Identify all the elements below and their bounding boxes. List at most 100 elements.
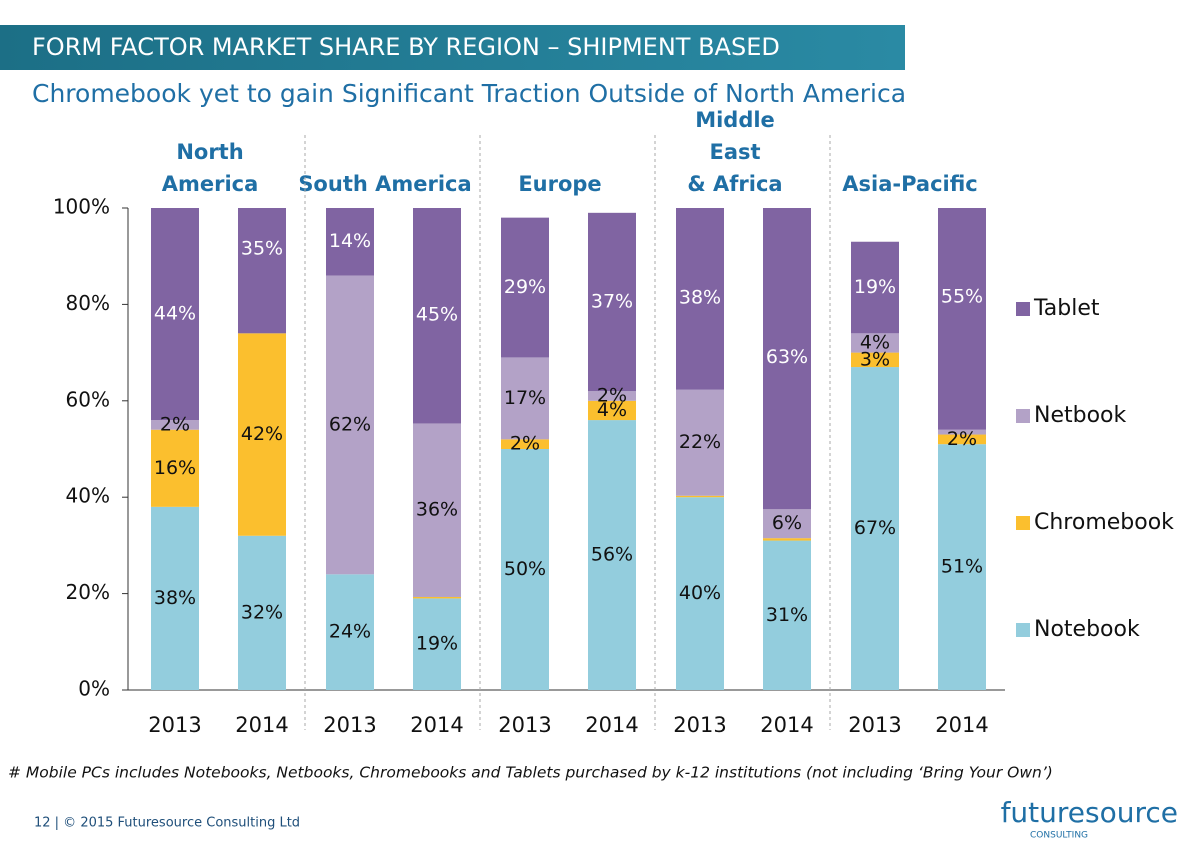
group-label: Europe: [518, 172, 601, 196]
bar-segment: [588, 400, 636, 421]
data-label: 19%: [854, 276, 896, 298]
logo-sub: CONSULTING: [1030, 831, 1088, 841]
x-tick-label: 2013: [498, 713, 551, 737]
data-label: 2%: [160, 413, 190, 435]
bar-segment: [851, 241, 899, 334]
bar-segment: [501, 449, 549, 690]
data-label: 32%: [241, 601, 283, 623]
data-label: 24%: [329, 621, 371, 643]
data-label: 67%: [854, 517, 896, 539]
title-banner: [0, 25, 905, 70]
x-tick-label: 2014: [235, 713, 288, 737]
y-tick-label: 80%: [66, 291, 110, 315]
data-label: 35%: [241, 237, 283, 259]
x-tick-label: 2014: [585, 713, 638, 737]
bar-segment: [676, 497, 724, 690]
bar-segment: [238, 208, 286, 334]
data-label: 6%: [772, 512, 802, 534]
bar-segment: [151, 420, 199, 430]
data-label: 14%: [329, 230, 371, 252]
data-label: 17%: [504, 387, 546, 409]
legend-swatch: [1016, 302, 1030, 316]
data-label: 19%: [416, 633, 458, 655]
bar-segment: [151, 208, 199, 421]
bar-segment: [326, 208, 374, 276]
legend-swatch: [1016, 409, 1030, 423]
group-label: North: [176, 140, 243, 164]
bar-segment: [413, 596, 461, 599]
legend-label: Netbook: [1034, 403, 1127, 428]
data-label: 2%: [597, 384, 627, 406]
group-label: & Africa: [687, 172, 782, 196]
group-label: Middle: [695, 108, 775, 132]
bar-segment: [588, 391, 636, 401]
bar-segment: [938, 429, 986, 435]
bar-segment: [851, 352, 899, 368]
data-label: 56%: [591, 544, 633, 566]
data-label: 4%: [860, 331, 890, 353]
legend-swatch: [1016, 623, 1030, 637]
x-tick-label: 2013: [848, 713, 901, 737]
y-tick-label: 0%: [78, 677, 110, 701]
data-label: 2%: [947, 428, 977, 450]
bar-segment: [326, 275, 374, 575]
logo: futuresource: [1001, 796, 1178, 829]
bar-segment: [413, 598, 461, 690]
bar-segment: [938, 434, 986, 445]
data-label: 44%: [154, 303, 196, 325]
bar-segment: [588, 420, 636, 690]
data-label: 4%: [597, 399, 627, 421]
bar-segment: [851, 333, 899, 353]
data-label: 2%: [510, 433, 540, 455]
bar-segment: [413, 208, 461, 424]
bar-segment: [326, 574, 374, 690]
bar-segment: [501, 217, 549, 358]
bar-segment: [763, 208, 811, 510]
data-label: 3%: [860, 348, 890, 370]
bar-segment: [763, 540, 811, 690]
data-label: 36%: [416, 499, 458, 521]
data-label: 55%: [941, 286, 983, 308]
bar-segment: [763, 538, 811, 541]
data-label: 51%: [941, 556, 983, 578]
bar-segment: [238, 333, 286, 536]
x-tick-label: 2013: [323, 713, 376, 737]
data-label: 63%: [766, 346, 808, 368]
bar-segment: [676, 389, 724, 496]
bar-segment: [938, 208, 986, 430]
data-label: 62%: [329, 413, 371, 435]
data-label: 31%: [766, 604, 808, 626]
legend-label: Chromebook: [1034, 510, 1174, 535]
y-tick-label: 60%: [66, 387, 110, 411]
x-tick-label: 2013: [673, 713, 726, 737]
bar-segment: [413, 423, 461, 597]
data-label: 45%: [416, 304, 458, 326]
data-label: 40%: [679, 582, 721, 604]
y-tick-label: 40%: [66, 484, 110, 508]
bar-segment: [501, 357, 549, 440]
bar-segment: [676, 495, 724, 498]
group-label: Asia-Pacific: [842, 172, 978, 196]
group-label: East: [709, 140, 760, 164]
y-tick-label: 100%: [53, 195, 110, 219]
group-label: America: [162, 172, 259, 196]
data-label: 50%: [504, 558, 546, 580]
data-label: 37%: [591, 290, 633, 312]
bar-segment: [501, 439, 549, 449]
chart-title: FORM FACTOR MARKET SHARE BY REGION – SHI…: [32, 33, 780, 61]
x-tick-label: 2014: [760, 713, 813, 737]
bar-segment: [763, 509, 811, 539]
group-label: South America: [298, 172, 471, 196]
data-label: 29%: [504, 276, 546, 298]
bars: [151, 208, 986, 690]
data-label: 38%: [679, 287, 721, 309]
footnote: # Mobile PCs includes Notebooks, Netbook…: [8, 764, 1053, 782]
x-tick-label: 2013: [148, 713, 201, 737]
data-label: 22%: [679, 431, 721, 453]
bar-segment: [938, 444, 986, 690]
data-label: 16%: [154, 457, 196, 479]
bar-segment: [676, 208, 724, 390]
bar-segment: [588, 212, 636, 392]
y-tick-label: 20%: [66, 580, 110, 604]
